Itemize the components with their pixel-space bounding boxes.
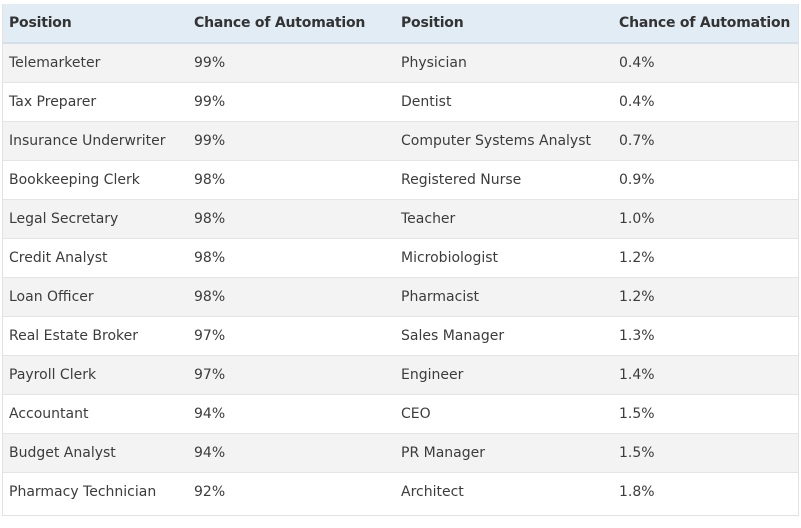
position-cell: Credit Analyst [3,237,188,277]
chance-cell: 1.2% [613,237,798,277]
chance-cell: 97% [188,315,395,355]
position-cell: Architect [395,471,613,511]
table-row: Accountant 94% CEO 1.5% [3,393,798,433]
automation-table-container: Position Chance of Automation Position C… [2,4,799,516]
table-row: Credit Analyst 98% Microbiologist 1.2% [3,237,798,277]
position-cell: Physician [395,42,613,82]
position-cell: Insurance Underwriter [3,120,188,160]
header-position-right: Position [395,4,613,44]
table-row: Legal Secretary 98% Teacher 1.0% [3,198,798,238]
chance-cell: 0.4% [613,81,798,121]
chance-cell: 98% [188,237,395,277]
table-body: Telemarketer 99% Physician 0.4% Tax Preparer… [3,42,798,511]
chance-cell: 0.7% [613,120,798,160]
chance-cell: 94% [188,432,395,472]
chance-cell: 1.4% [613,354,798,394]
position-cell: Pharmacist [395,276,613,316]
table-row: Payroll Clerk 97% Engineer 1.4% [3,354,798,394]
position-cell: Bookkeeping Clerk [3,159,188,199]
chance-cell: 1.8% [613,471,798,511]
position-cell: CEO [395,393,613,433]
position-cell: Budget Analyst [3,432,188,472]
table-row: Budget Analyst 94% PR Manager 1.5% [3,432,798,472]
chance-cell: 99% [188,81,395,121]
position-cell: Registered Nurse [395,159,613,199]
position-cell: Tax Preparer [3,81,188,121]
position-cell: Accountant [3,393,188,433]
position-cell: Loan Officer [3,276,188,316]
chance-cell: 98% [188,198,395,238]
table-row: Telemarketer 99% Physician 0.4% [3,42,798,82]
position-cell: Teacher [395,198,613,238]
position-cell: Legal Secretary [3,198,188,238]
position-cell: Pharmacy Technician [3,471,188,511]
position-cell: Telemarketer [3,42,188,82]
position-cell: Computer Systems Analyst [395,120,613,160]
position-cell: Payroll Clerk [3,354,188,394]
automation-table: Position Chance of Automation Position C… [3,4,798,511]
table-row: Insurance Underwriter 99% Computer Systems… [3,120,798,160]
position-cell: Real Estate Broker [3,315,188,355]
table-header: Position Chance of Automation Position C… [3,4,798,44]
position-cell: Sales Manager [395,315,613,355]
chance-cell: 98% [188,276,395,316]
position-cell: Dentist [395,81,613,121]
chance-cell: 94% [188,393,395,433]
chance-cell: 1.3% [613,315,798,355]
position-cell: Engineer [395,354,613,394]
table-row: Loan Officer 98% Pharmacist 1.2% [3,276,798,316]
header-position-left: Position [3,4,188,44]
header-chance-right: Chance of Automation [613,4,798,44]
position-cell: Microbiologist [395,237,613,277]
table-row: Bookkeeping Clerk 98% Registered Nurse 0.9% [3,159,798,199]
chance-cell: 99% [188,42,395,82]
table-row: Real Estate Broker 97% Sales Manager 1.3% [3,315,798,355]
chance-cell: 0.9% [613,159,798,199]
chance-cell: 97% [188,354,395,394]
chance-cell: 0.4% [613,42,798,82]
chance-cell: 1.2% [613,276,798,316]
chance-cell: 1.5% [613,432,798,472]
chance-cell: 1.5% [613,393,798,433]
position-cell: PR Manager [395,432,613,472]
table-row: Tax Preparer 99% Dentist 0.4% [3,81,798,121]
chance-cell: 99% [188,120,395,160]
header-chance-left: Chance of Automation [188,4,395,44]
chance-cell: 1.0% [613,198,798,238]
chance-cell: 92% [188,471,395,511]
table-row: Pharmacy Technician 92% Architect 1.8% [3,471,798,511]
header-row: Position Chance of Automation Position C… [3,4,798,44]
chance-cell: 98% [188,159,395,199]
